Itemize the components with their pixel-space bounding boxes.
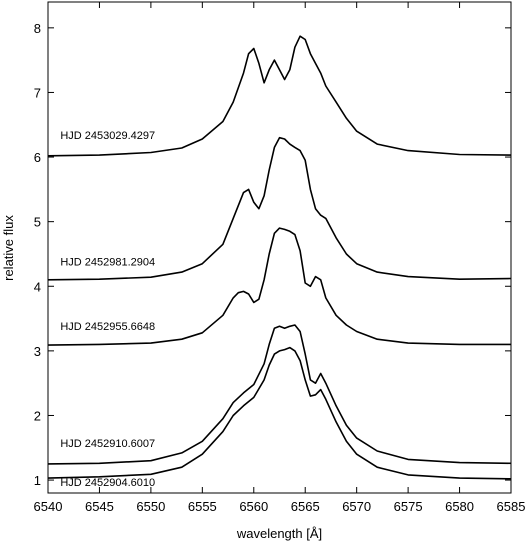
x-tick-label: 6570: [342, 499, 371, 514]
series-label-4: HJD 2452904.6010: [60, 477, 155, 489]
spectrum-line-1: [47, 136, 512, 281]
spectra-lines: [47, 35, 512, 480]
x-axis-label: wavelength [Å]: [236, 526, 322, 541]
x-tick-label: 6560: [239, 499, 268, 514]
spectrum-line-3: [47, 324, 512, 465]
x-tick-label: 6580: [445, 499, 474, 514]
x-tick-label: 6540: [34, 499, 63, 514]
spectrum-line-2: [47, 227, 511, 346]
x-tick-label: 6555: [188, 499, 217, 514]
x-tick-label: 6585: [497, 499, 526, 514]
y-tick-label: 8: [34, 21, 41, 36]
tick-labels: 6540 6545 6550 6555 6560 6565 6570 6575 6580 6585…: [34, 21, 526, 514]
plot-frame: [47, 1, 512, 494]
axis-ticks: [47, 2, 512, 493]
y-tick-label: 7: [34, 85, 41, 100]
y-tick-label: 4: [34, 279, 41, 294]
x-tick-label: 6545: [85, 499, 114, 514]
series-label-0: HJD 2453029.4297: [60, 130, 155, 142]
y-axis-label: relative flux: [1, 215, 16, 281]
series-label-2: HJD 2452955.6648: [60, 321, 155, 333]
y-tick-label: 2: [34, 408, 41, 423]
x-tick-label: 6575: [394, 499, 423, 514]
x-tick-label: 6550: [136, 499, 165, 514]
spectrum-line-0: [47, 35, 512, 157]
y-tick-label: 1: [34, 473, 41, 488]
y-tick-label: 5: [34, 215, 41, 230]
y-tick-label: 3: [34, 344, 41, 359]
y-tick-label: 6: [34, 150, 41, 165]
series-labels: HJD 2453029.4297 HJD 2452981.2904 HJD 2452…: [60, 130, 155, 489]
x-tick-label: 6565: [291, 499, 320, 514]
series-label-3: HJD 2452910.6007: [60, 438, 155, 450]
spectrum-line-4: [47, 346, 512, 480]
series-label-1: HJD 2452981.2904: [60, 257, 155, 269]
